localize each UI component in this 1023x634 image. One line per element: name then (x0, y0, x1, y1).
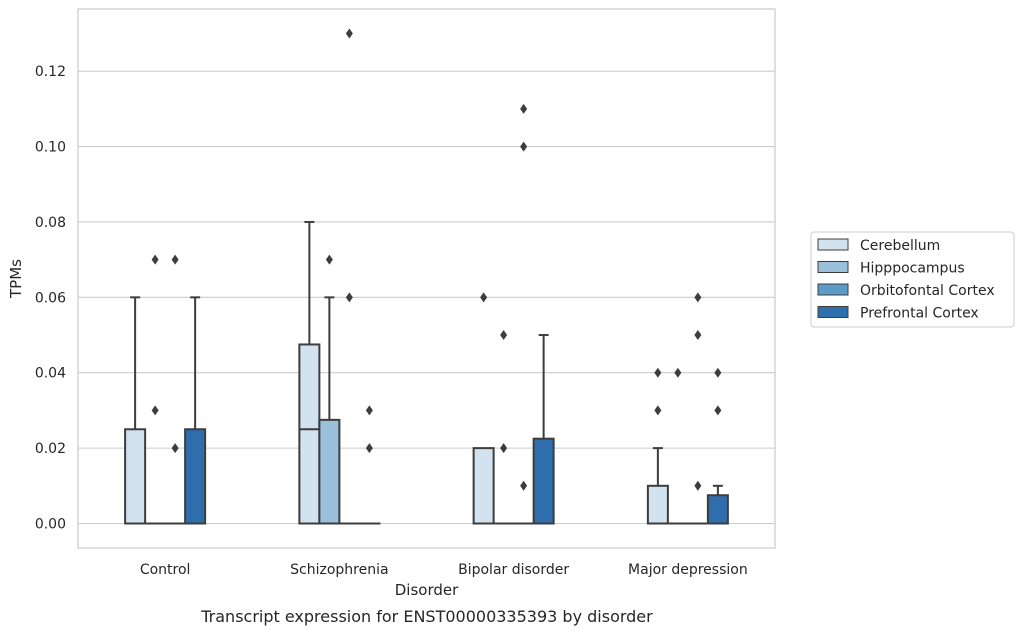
legend-label: Orbitofontal Cortex (860, 283, 995, 299)
outlier-point (694, 292, 702, 303)
y-tick-label: 0.04 (35, 366, 66, 382)
box-body (706, 494, 729, 525)
box-cerebellum (472, 292, 495, 525)
box-prefrontal-cortex (358, 405, 381, 525)
box-hipppocampus (666, 367, 689, 525)
y-tick-label: 0.00 (35, 517, 66, 533)
outlier-point (654, 367, 662, 378)
x-axis-label: Disorder (395, 581, 459, 599)
box-prefrontal-cortex (184, 296, 207, 525)
box-body (646, 484, 669, 525)
legend-label: Prefrontal Cortex (860, 306, 979, 322)
outlier-point (365, 405, 373, 416)
y-tick-label: 0.06 (35, 290, 66, 306)
box-orbitofontal-cortex (338, 28, 361, 525)
outlier-point (694, 480, 702, 491)
box-orbitofontal-cortex (164, 254, 187, 525)
x-tick-label: Bipolar disorder (458, 562, 569, 578)
outlier-point (654, 405, 662, 416)
box-body (184, 428, 207, 525)
box-hipppocampus (492, 330, 515, 525)
legend-item: Cerebellum (817, 238, 940, 254)
x-axis-ticks: Control Schizophrenia Bipolar disorder Majo… (140, 562, 748, 578)
legend-swatch (817, 306, 849, 318)
legend-label: Hipppocampus (860, 261, 965, 277)
boxes (124, 28, 729, 525)
box-prefrontal-cortex (532, 334, 555, 525)
outlier-point (694, 330, 702, 341)
outlier-point (674, 367, 682, 378)
legend-frame (810, 231, 1015, 328)
outlier-point (480, 292, 488, 303)
outlier-point (365, 443, 373, 454)
outlier-point (520, 141, 528, 152)
legend-swatch (817, 261, 849, 273)
plot-frame (77, 8, 776, 549)
outlier-point (171, 443, 179, 454)
outlier-point (714, 367, 722, 378)
box-body (532, 437, 555, 525)
box-cerebellum (298, 220, 321, 525)
outlier-point (714, 405, 722, 416)
y-tick-label: 0.08 (35, 215, 66, 231)
legend-item: Orbitofontal Cortex (817, 283, 995, 299)
outlier-point (325, 254, 333, 265)
box-body (472, 447, 495, 525)
box-prefrontal-cortex (706, 367, 729, 525)
legend-item: Prefrontal Cortex (817, 306, 979, 322)
outlier-point (520, 480, 528, 491)
y-tick-label: 0.12 (35, 64, 66, 80)
outlier-point (500, 443, 508, 454)
box-hipppocampus (318, 254, 341, 525)
x-tick-label: Major depression (628, 562, 748, 578)
box-orbitofontal-cortex (512, 103, 535, 525)
outlier-point (171, 254, 179, 265)
outlier-point (345, 28, 353, 39)
outlier-point (345, 292, 353, 303)
y-axis-ticks: 0.00 0.02 0.04 0.06 0.08 0.10 0.12 (35, 64, 66, 532)
box-body (318, 418, 341, 525)
box-hipppocampus (144, 254, 167, 525)
box-cerebellum (124, 296, 147, 525)
y-tick-label: 0.02 (35, 441, 66, 457)
gridlines (78, 70, 775, 525)
box-cerebellum (646, 367, 669, 525)
x-tick-label: Control (140, 562, 191, 578)
y-axis-label: TPMs (7, 259, 25, 299)
box-orbitofontal-cortex (686, 292, 709, 525)
outlier-point (151, 254, 159, 265)
chart-caption: Transcript expression for ENST0000033539… (200, 607, 653, 626)
outlier-point (520, 103, 528, 114)
outlier-point (500, 330, 508, 341)
legend-label: Cerebellum (860, 238, 940, 254)
legend: Cerebellum Hipppocampus Orbitofontal Corte… (810, 231, 1015, 328)
box-body (298, 343, 321, 525)
legend-item: Hipppocampus (817, 261, 965, 277)
legend-swatch (817, 238, 849, 251)
box-body (124, 428, 147, 525)
outlier-point (151, 405, 159, 416)
legend-swatch (817, 283, 849, 296)
x-tick-label: Schizophrenia (290, 562, 388, 578)
y-tick-label: 0.10 (35, 140, 66, 156)
